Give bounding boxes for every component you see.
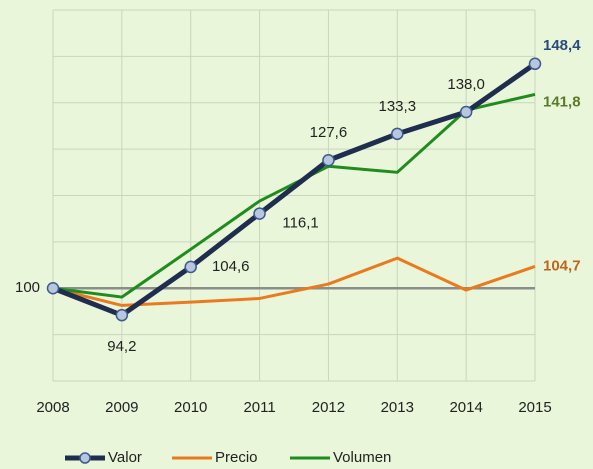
series-line bbox=[52, 92, 536, 299]
x-tick-label: 2009 bbox=[105, 399, 138, 416]
data-label: 116,1 bbox=[282, 215, 318, 232]
x-tick-label: 2015 bbox=[518, 399, 551, 416]
data-label: 100 bbox=[15, 279, 40, 296]
legend-marker bbox=[79, 452, 91, 464]
data-label: 104,6 bbox=[212, 258, 250, 275]
data-label: 148,4 bbox=[543, 37, 581, 54]
x-tick-label: 2011 bbox=[243, 399, 275, 416]
point-marker bbox=[253, 207, 266, 220]
point-marker bbox=[184, 260, 197, 274]
x-tick-label: 2010 bbox=[174, 399, 207, 416]
legend-label: Valor bbox=[108, 449, 142, 466]
data-label: 127,6 bbox=[310, 124, 348, 141]
data-label: 141,8 bbox=[543, 93, 581, 110]
data-label: 104,7 bbox=[543, 257, 581, 274]
point-marker bbox=[528, 57, 542, 71]
legend-label: Volumen bbox=[333, 449, 391, 466]
point-marker bbox=[115, 308, 129, 322]
point-marker bbox=[46, 282, 60, 295]
x-tick-label: 2008 bbox=[36, 399, 69, 416]
data-label: 133,3 bbox=[379, 98, 417, 115]
x-tick-label: 2013 bbox=[381, 399, 414, 416]
legend-label: Precio bbox=[215, 449, 258, 466]
point-marker bbox=[322, 154, 335, 167]
x-tick-label: 2014 bbox=[449, 399, 482, 416]
point-marker bbox=[459, 105, 473, 119]
data-label: 138,0 bbox=[447, 76, 485, 93]
data-label: 94,2 bbox=[107, 338, 136, 355]
x-tick-label: 2012 bbox=[312, 399, 345, 416]
series-line bbox=[52, 61, 537, 318]
point-marker bbox=[391, 127, 404, 141]
